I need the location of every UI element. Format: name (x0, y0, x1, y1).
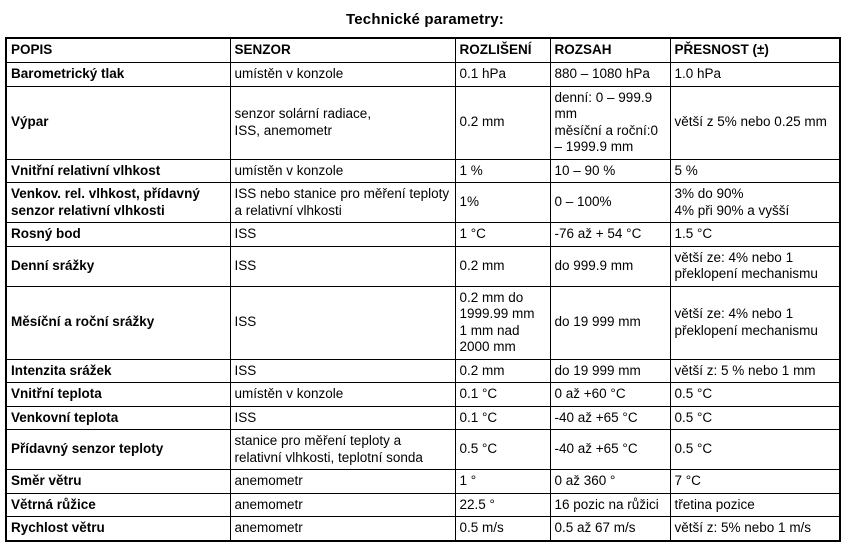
table-cell: 1 °C (454, 222, 551, 247)
table-cell: 0 – 100% (549, 182, 671, 223)
table-header-row: POPIS SENZOR ROZLIŠENÍ ROZSAH PŘESNOST (… (5, 37, 841, 63)
table-row: Barometrický tlak umístěn v konzole 0.1 hP… (5, 62, 841, 87)
table-cell: 0.1 °C (454, 382, 551, 407)
table-cell: denní: 0 – 999.9 mm měsíční a roční:0 – … (549, 85, 671, 160)
page-title: Technické parametry: (346, 11, 504, 28)
table-row: Rychlost větru anemometr 0.5 m/s 0.5 až 67 … (5, 516, 841, 541)
table-cell: Směr větru (5, 469, 231, 494)
table-cell: 0.5 °C (669, 382, 841, 407)
table-cell: třetina pozice (669, 492, 841, 517)
table-cell: ISS (229, 358, 456, 383)
table-cell: větší z: 5% nebo 1 m/s (669, 516, 841, 541)
table-cell: umístěn v konzole (229, 158, 456, 183)
table-row: Denní srážky ISS 0.2 mm do 999.9 mm větší ze… (5, 245, 841, 287)
table-row: Rosný bod ISS 1 °C -76 až + 54 °C 1.5 °C (5, 222, 841, 247)
table-cell: ISS (229, 405, 456, 430)
table-row: Venkov. rel. vlhkost, přídavný senzor re… (5, 182, 841, 223)
table-cell: stanice pro měření teploty a relativní v… (229, 429, 456, 470)
table-cell: 0.2 mm (454, 85, 551, 160)
table-cell: větší ze: 4% nebo 1 překlopení mechanism… (669, 285, 841, 360)
table-cell: senzor solární radiace, ISS, anemometr (229, 85, 456, 160)
table-cell: Barometrický tlak (5, 62, 231, 87)
table-row: Vnitřní teplota umístěn v konzole 0.1 °C 0 … (5, 382, 841, 407)
column-header-rozliseni: ROZLIŠENÍ (454, 37, 551, 63)
table-row: Větrná růžice anemometr 22.5 ° 16 pozic na … (5, 492, 841, 517)
table-cell: 0.5 °C (669, 429, 841, 470)
column-header-popis: POPIS (5, 37, 231, 63)
column-header-presnost: PŘESNOST (±) (669, 37, 841, 63)
table-cell: Rosný bod (5, 222, 231, 247)
table-cell: 10 – 90 % (549, 158, 671, 183)
table-row: Přídavný senzor teploty stanice pro měřen… (5, 429, 841, 470)
table-cell: 1 % (454, 158, 551, 183)
table-cell: 3% do 90% 4% při 90% a vyšší (669, 182, 841, 223)
table-cell: Vnitřní relativní vlhkost (5, 158, 231, 183)
table-cell: Vnitřní teplota (5, 382, 231, 407)
table-cell: 880 – 1080 hPa (549, 62, 671, 87)
table-cell: -40 až +65 °C (549, 429, 671, 470)
table-cell: anemometr (229, 516, 456, 541)
table-cell: 0.5 °C (454, 429, 551, 470)
table-cell: 0.5 °C (669, 405, 841, 430)
table-body: Barometrický tlak umístěn v konzole 0.1 hP… (5, 62, 841, 541)
table-cell: větší z 5% nebo 0.25 mm (669, 85, 841, 160)
table-cell: -40 až +65 °C (549, 405, 671, 430)
table-cell: 0 až 360 ° (549, 469, 671, 494)
table-cell: umístěn v konzole (229, 62, 456, 87)
table-cell: Měsíční a roční srážky (5, 285, 231, 360)
table-cell: -76 až + 54 °C (549, 222, 671, 247)
table-cell: Venkov. rel. vlhkost, přídavný senzor re… (5, 182, 231, 223)
table-cell: 1.0 hPa (669, 62, 841, 87)
table-cell: anemometr (229, 492, 456, 517)
table-cell: Výpar (5, 85, 231, 160)
table-cell: Přídavný senzor teploty (5, 429, 231, 470)
table-cell: 5 % (669, 158, 841, 183)
table-cell: Denní srážky (5, 245, 231, 287)
table-row: Měsíční a roční srážky ISS 0.2 mm do 1999.… (5, 285, 841, 360)
table-row: Vnitřní relativní vlhkost umístěn v konzo… (5, 158, 841, 183)
column-header-senzor: SENZOR (229, 37, 456, 63)
table-cell: 0 až +60 °C (549, 382, 671, 407)
table-cell: 0.1 °C (454, 405, 551, 430)
table-cell: 0.5 m/s (454, 516, 551, 541)
table-row: Směr větru anemometr 1 ° 0 až 360 ° 7 °C (5, 469, 841, 494)
table-cell: do 999.9 mm (549, 245, 671, 287)
table-cell: ISS nebo stanice pro měření teploty a re… (229, 182, 456, 223)
table-cell: ISS (229, 222, 456, 247)
table-row: Intenzita srážek ISS 0.2 mm do 19 999 mm vět… (5, 358, 841, 383)
table-cell: Intenzita srážek (5, 358, 231, 383)
table-row: Venkovní teplota ISS 0.1 °C -40 až +65 °C 0.… (5, 405, 841, 430)
table-cell: do 19 999 mm (549, 358, 671, 383)
table-cell: ISS (229, 285, 456, 360)
column-header-rozsah: ROZSAH (549, 37, 671, 63)
table-row: Výpar senzor solární radiace, ISS, anemom… (5, 85, 841, 160)
table-cell: Rychlost větru (5, 516, 231, 541)
table-cell: 1.5 °C (669, 222, 841, 247)
table-cell: 0.2 mm do 1999.99 mm 1 mm nad 2000 mm (454, 285, 551, 360)
table-cell: Venkovní teplota (5, 405, 231, 430)
table-cell: 0.5 až 67 m/s (549, 516, 671, 541)
table-cell: Větrná růžice (5, 492, 231, 517)
table-cell: do 19 999 mm (549, 285, 671, 360)
table-cell: 1% (454, 182, 551, 223)
table-cell: 16 pozic na růžici (549, 492, 671, 517)
table-cell: anemometr (229, 469, 456, 494)
table-cell: větší ze: 4% nebo 1 překlopení mechanism… (669, 245, 841, 287)
table-cell: 0.2 mm (454, 358, 551, 383)
table-cell: 7 °C (669, 469, 841, 494)
technical-parameters-table: POPIS SENZOR ROZLIŠENÍ ROZSAH PŘESNOST (… (5, 37, 841, 542)
table-cell: větší z: 5 % nebo 1 mm (669, 358, 841, 383)
table-cell: 0.1 hPa (454, 62, 551, 87)
table-cell: ISS (229, 245, 456, 287)
table-cell: 22.5 ° (454, 492, 551, 517)
table-cell: umístěn v konzole (229, 382, 456, 407)
table-cell: 1 ° (454, 469, 551, 494)
table-cell: 0.2 mm (454, 245, 551, 287)
